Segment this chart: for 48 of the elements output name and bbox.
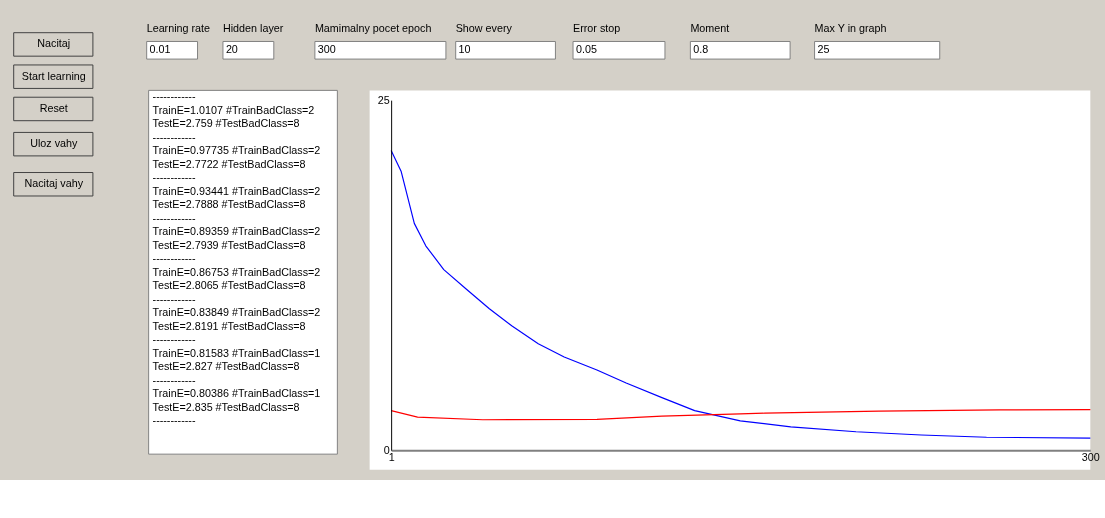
text: TestE=2.8191 #TestBadClass=8 [152,319,306,332]
text: ------------ [152,373,196,386]
text: TrainE=0.81583 #TrainBadClass=1 [152,346,321,359]
text: Show every [455,21,513,34]
text: TestE=2.759 #TestBadClass=8 [152,117,300,130]
text: TestE=2.7722 #TestBadClass=8 [152,157,306,170]
text: Reset [39,101,68,114]
text: TrainE=0.86753 #TrainBadClass=2 [152,265,321,278]
text: TrainE=0.93441 #TrainBadClass=2 [152,184,321,197]
text: Max Y in graph [814,21,887,34]
y-tick-label: 0 [383,443,390,456]
line-series [390,149,1091,439]
text: ------------ [152,171,196,184]
text: Nacitaj vahy [24,177,84,190]
text: Mamimalny pocet epoch [314,21,432,34]
text: TestE=2.835 #TestBadClass=8 [152,400,300,413]
x-tick-label: 1 [388,451,395,464]
text: Uloz vahy [30,137,79,150]
text: ------------ [152,130,196,143]
text: ------------ [152,292,196,305]
text: 300 [317,43,336,56]
text: TestE=2.827 #TestBadClass=8 [152,360,300,373]
text: ------------ [152,90,196,103]
text: Hidden layer [222,21,284,34]
text: TrainE=1.0107 #TrainBadClass=2 [152,103,315,116]
text: TestE=2.7939 #TestBadClass=8 [152,238,306,251]
text: Error stop [573,21,621,34]
text: TrainE=0.83849 #TrainBadClass=2 [152,306,321,319]
text: TrainE=0.80386 #TrainBadClass=1 [152,387,321,400]
text: 0.01 [149,43,171,56]
text: TrainE=0.97735 #TrainBadClass=2 [152,144,321,157]
text: TestE=2.8065 #TestBadClass=8 [152,279,306,292]
text: Learning rate [146,21,211,34]
text: Nacitaj [37,37,71,50]
text: Start learning [21,69,86,82]
text: 10 [458,43,471,56]
text: TrainE=0.89359 #TrainBadClass=2 [152,225,321,238]
text: TestE=2.7888 #TestBadClass=8 [152,198,306,211]
text: ------------ [152,333,196,346]
text: 0.8 [693,43,709,56]
text: Moment [690,21,730,34]
text: 25 [817,43,830,56]
line-series [390,409,1091,421]
text: ------------ [152,211,196,224]
text: 0.05 [575,43,597,56]
text: ------------ [152,252,196,265]
text: ------------ [152,414,196,427]
text: 20 [225,43,238,56]
